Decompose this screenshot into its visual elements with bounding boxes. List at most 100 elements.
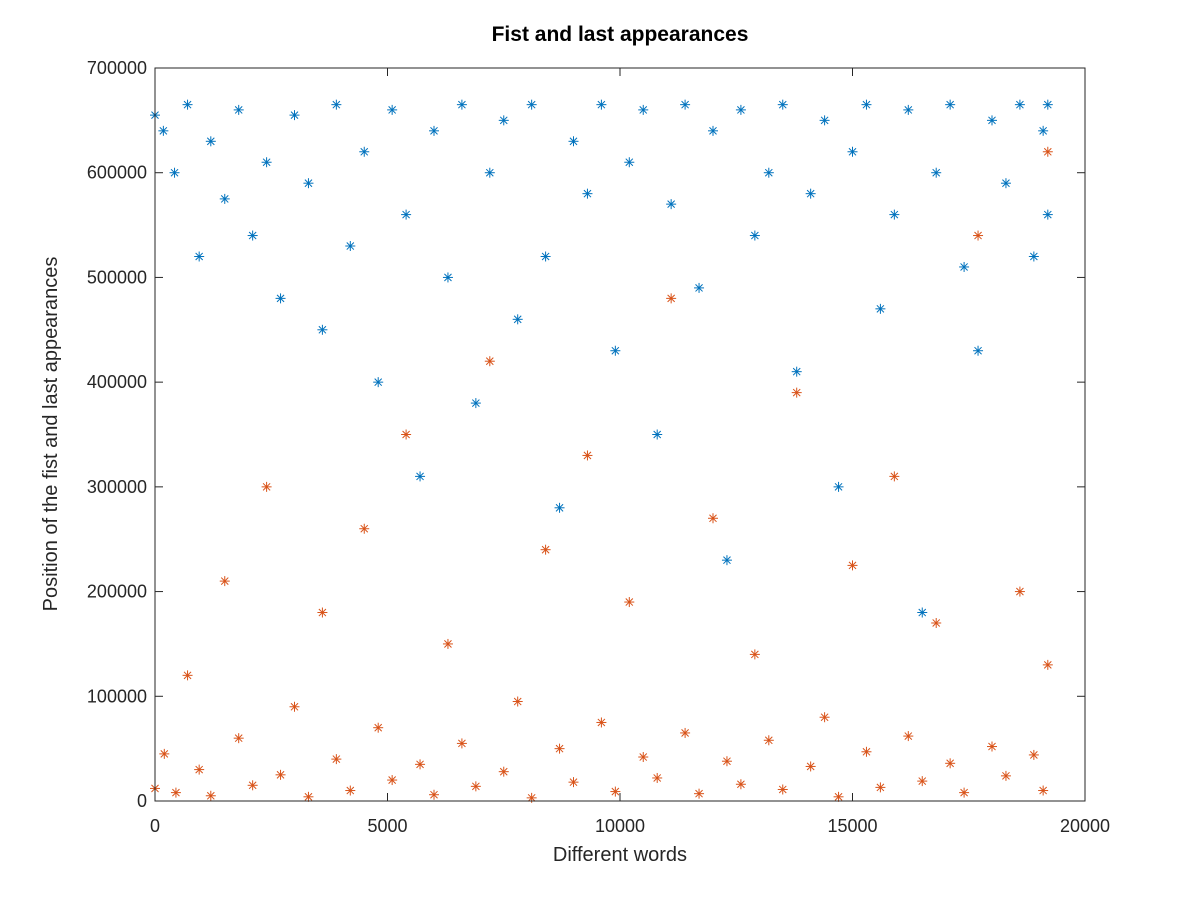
data-point [1038,125,1049,136]
data-point [791,366,802,377]
data-point [833,791,844,802]
data-point [708,125,718,136]
data-point [973,230,984,241]
data-point [170,787,181,798]
data-point [694,788,705,799]
data-point [1000,178,1011,189]
x-tick-label: 15000 [827,816,877,836]
data-point [345,241,356,252]
data-point [415,759,426,770]
data-point [652,772,663,783]
data-point [1038,785,1049,796]
data-point [456,738,467,749]
data-point [498,115,509,126]
data-point [182,670,193,681]
data-point [205,136,216,147]
data-point [442,638,453,649]
data-point [1042,146,1053,157]
data-point [1042,99,1053,110]
data-point [903,731,914,742]
data-point [331,754,342,765]
data-point [540,251,551,262]
data-point [833,481,844,492]
data-point [624,597,635,608]
data-point [735,104,746,115]
data-point [903,104,914,115]
data-point [205,790,216,801]
y-axis-label: Position of the fist and last appearance… [40,257,62,612]
x-axis: 0 5000 10000 15000 20000 [150,68,1110,836]
series-layer [150,99,1053,803]
data-point [456,99,467,110]
data-point [387,104,398,115]
data-point [219,576,230,587]
data-point [1028,251,1039,262]
data-point [721,756,732,767]
data-point [917,607,928,618]
data-point [1042,659,1053,670]
data-point [275,293,286,304]
data-point [694,282,705,293]
data-point [261,157,272,168]
data-point [484,167,495,178]
data-point [484,356,495,367]
data-point [233,733,244,744]
data-point [847,560,858,571]
data-point [526,99,537,110]
data-point [169,167,180,178]
data-point [194,764,205,775]
y-tick-label: 100000 [87,686,147,706]
data-point [819,712,830,723]
data-point [373,377,384,388]
data-point [945,99,956,110]
data-point [805,761,816,772]
data-point [666,293,677,304]
data-point [987,741,997,752]
data-point [610,786,621,797]
series-1 [150,99,1053,618]
data-point [945,758,956,769]
data-point [158,125,169,136]
data-point [931,617,942,628]
data-point [470,781,481,792]
data-point [889,209,900,220]
data-point [159,748,170,759]
data-point [568,777,579,788]
data-point [735,779,746,790]
data-point [959,787,970,798]
data-point [401,429,412,440]
data-point [721,555,732,566]
y-tick-label: 0 [137,791,147,811]
data-point [875,782,886,793]
data-point [931,167,942,178]
data-point [261,481,272,492]
data-point [554,502,565,513]
data-point [1042,209,1053,220]
data-point [470,398,481,409]
y-tick-label: 300000 [87,477,147,497]
data-point [429,789,439,800]
y-tick-label: 400000 [87,372,147,392]
data-point [303,791,314,802]
data-point [582,450,593,461]
data-point [973,345,984,356]
data-point [247,230,258,241]
data-point [387,775,398,786]
data-point [638,752,649,763]
data-point [1028,749,1039,760]
data-point [289,110,300,121]
series-2 [150,146,1053,803]
data-point [1000,770,1011,781]
data-point [847,146,858,157]
data-point [331,99,342,110]
data-point [289,701,300,712]
data-point [596,99,607,110]
data-point [345,785,356,796]
data-point [359,146,370,157]
data-point [512,314,523,325]
data-point [429,125,439,136]
data-point [373,722,384,733]
x-tick-label: 20000 [1060,816,1110,836]
data-point [875,303,886,314]
